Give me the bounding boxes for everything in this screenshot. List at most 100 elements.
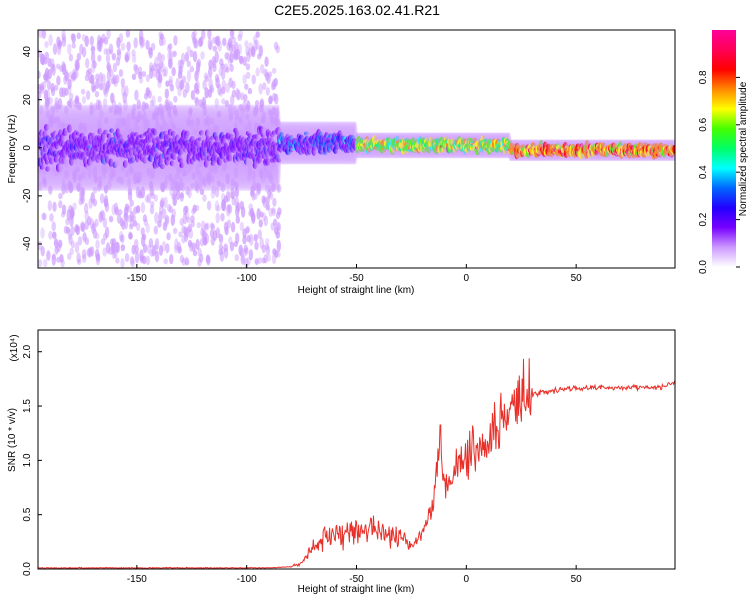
spectral-cell bbox=[107, 247, 113, 255]
spectral-cell bbox=[67, 43, 72, 55]
spectral-cell bbox=[242, 100, 247, 113]
spectral-cell bbox=[277, 207, 282, 216]
colorbar-tick-label: 0.4 bbox=[698, 165, 709, 179]
spectral-cell bbox=[143, 218, 149, 227]
spectral-cell bbox=[70, 225, 75, 236]
x-tick-label: 50 bbox=[571, 574, 583, 585]
spectral-cell bbox=[50, 104, 56, 192]
spectral-cell bbox=[138, 114, 144, 121]
spectral-cell bbox=[128, 232, 133, 240]
spectral-cell bbox=[92, 85, 97, 92]
spectral-cell bbox=[153, 194, 159, 202]
spectral-cell bbox=[134, 124, 140, 134]
spectral-cell bbox=[137, 171, 142, 183]
spectral-cell bbox=[181, 75, 187, 84]
spectral-cell bbox=[158, 211, 163, 223]
spectral-cell bbox=[78, 122, 83, 135]
spectral-cell bbox=[182, 213, 188, 225]
spectral-cell bbox=[231, 196, 236, 206]
spectral-cell bbox=[217, 40, 222, 52]
spectral-cell bbox=[85, 90, 91, 100]
spectral-cell bbox=[53, 102, 59, 110]
spectral-cell bbox=[274, 93, 279, 105]
spectral-cell bbox=[265, 158, 271, 166]
spectral-cell bbox=[226, 190, 231, 203]
spectral-cell bbox=[115, 56, 121, 67]
spectral-cell bbox=[173, 109, 178, 117]
spectral-cell bbox=[104, 226, 110, 239]
spectral-cell bbox=[220, 213, 225, 222]
spectral-cell bbox=[61, 183, 66, 195]
spectral-cell bbox=[42, 139, 48, 146]
colorbar: 0.0 0.2 0.4 0.6 0.8 Normalized spectral ampl… bbox=[698, 30, 749, 274]
spectral-cell bbox=[57, 239, 63, 249]
spectral-cell bbox=[118, 230, 124, 241]
spectral-cell bbox=[187, 188, 192, 199]
spectral-cell bbox=[195, 88, 200, 95]
spectral-cell bbox=[203, 72, 209, 80]
spectral-cell bbox=[59, 104, 65, 192]
spectral-cell bbox=[148, 238, 154, 248]
spectral-cell bbox=[58, 192, 63, 200]
spectral-cell bbox=[145, 74, 151, 83]
spectral-cell bbox=[234, 232, 240, 244]
spectral-cell bbox=[72, 71, 77, 81]
spectral-cell bbox=[129, 167, 134, 176]
y-tick-label: 2.0 bbox=[22, 344, 33, 358]
spectral-cell bbox=[255, 40, 260, 50]
spectral-cell bbox=[257, 257, 263, 264]
spectral-cell bbox=[69, 247, 74, 255]
spectral-cell bbox=[252, 161, 258, 169]
spectrogram-panel: -150 -100 -50 0 50 -40 -20 0 20 40 Height of str… bbox=[7, 29, 676, 296]
spectral-cell bbox=[243, 244, 248, 254]
spectral-cell bbox=[136, 99, 141, 110]
spectral-cell bbox=[41, 168, 47, 175]
spectral-cell bbox=[151, 95, 156, 107]
spectral-cell bbox=[90, 51, 96, 63]
spectral-cell bbox=[149, 187, 155, 197]
spectral-cell bbox=[142, 111, 147, 123]
spectral-cell bbox=[235, 201, 241, 213]
spectral-cell bbox=[150, 200, 155, 208]
spectral-cell bbox=[274, 250, 279, 258]
spectral-cell bbox=[122, 132, 128, 139]
spectral-cell bbox=[80, 186, 86, 197]
spectral-cell bbox=[161, 240, 167, 252]
spectral-cell bbox=[219, 251, 225, 262]
spectral-cell bbox=[124, 170, 130, 178]
spectral-cell bbox=[221, 200, 227, 212]
x-tick-label: -50 bbox=[349, 273, 364, 284]
spectral-cell bbox=[158, 36, 164, 47]
y-tick-label: 0 bbox=[22, 145, 33, 151]
spectral-cell bbox=[220, 68, 226, 80]
spectral-cell bbox=[251, 212, 256, 224]
spectral-cell bbox=[126, 177, 132, 188]
x-tick-label: -100 bbox=[237, 273, 257, 284]
spectral-cell bbox=[161, 36, 166, 46]
spectral-cell bbox=[142, 214, 148, 223]
spectral-cell bbox=[271, 208, 276, 217]
snr-y-ticks: 0.0 0.5 1.0 1.5 2.0 bbox=[22, 344, 42, 576]
spectral-cell bbox=[194, 204, 200, 212]
spectral-cell bbox=[230, 187, 235, 199]
spectral-cell bbox=[97, 100, 102, 111]
spectral-cell bbox=[157, 52, 162, 62]
spectral-cell bbox=[201, 30, 206, 40]
spectral-cell bbox=[198, 253, 204, 263]
colorbar-tick-label: 0.0 bbox=[698, 260, 709, 274]
spectral-cell bbox=[209, 117, 214, 125]
spectral-cell bbox=[274, 107, 280, 119]
spectral-cell bbox=[50, 105, 55, 114]
spectral-cell bbox=[253, 39, 258, 52]
spectral-cell bbox=[184, 256, 189, 266]
spectral-cell bbox=[169, 253, 174, 265]
spectral-cell bbox=[119, 176, 125, 185]
spectral-cell bbox=[76, 32, 81, 40]
spectral-cell bbox=[145, 255, 151, 266]
spectral-cell bbox=[212, 60, 217, 69]
spectral-cell bbox=[76, 252, 81, 264]
spectral-cell bbox=[77, 236, 83, 246]
spectral-cell bbox=[162, 208, 167, 220]
spectral-cell bbox=[75, 59, 80, 71]
spectral-cell bbox=[64, 87, 69, 96]
